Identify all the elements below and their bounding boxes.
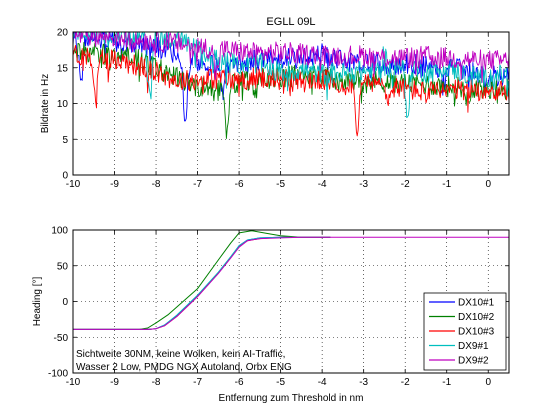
framerate-x-tick-label: -3 [359,179,368,190]
framerate-x-tick-label: 0 [485,179,491,190]
heading-x-tick-label: -2 [401,377,410,388]
framerate-x-tick-label: -1 [442,179,451,190]
framerate-grid [73,32,509,175]
framerate-x-tick-label: -5 [276,179,285,190]
heading-y-tick-label: 50 [57,261,69,272]
framerate-y-tick-label: 10 [57,99,69,110]
framerate-y-tick-label: 0 [62,171,68,182]
heading-series-dx10-2 [73,230,331,330]
heading-y-tick-label: 100 [51,226,68,237]
heading-x-axis-label: Entfernung zum Threshold in nm [219,393,364,404]
framerate-series-dx9-2 [73,31,510,83]
heading-x-tick-label: 0 [485,377,491,388]
legend-label-dx9-2: DX9#2 [458,356,489,367]
chart-legend: DX10#1 DX10#2 DX10#3 DX9#1 DX9#2 [423,292,507,371]
legend-label-dx10-1: DX10#1 [458,298,495,309]
framerate-y-tick-label: 20 [57,28,69,39]
framerate-chart-title: EGLL 09L [266,16,315,28]
framerate-series-group [72,31,510,139]
framerate-x-tick-label: -6 [235,179,244,190]
framerate-x-tick-label: -7 [193,179,202,190]
legend-label-dx10-3: DX10#3 [458,327,495,338]
annotation-line-2: Wasser 2 Low, PMDG NGX Autoland, Orbx EN… [76,362,292,373]
heading-x-tick-label: -10 [66,377,81,388]
framerate-x-tick-label: -9 [110,179,119,190]
heading-x-tick-label: -6 [235,377,244,388]
heading-x-tick-label: -8 [152,377,161,388]
heading-y-tick-label: -100 [48,369,68,380]
framerate-x-tick-label: -4 [318,179,327,190]
heading-x-tick-label: -5 [276,377,285,388]
legend-label-dx9-1: DX9#1 [458,341,489,352]
heading-y-tick-label: 0 [62,297,68,308]
heading-x-tick-label: -4 [318,377,327,388]
framerate-y-axis-label: Bildrate in Hz [40,74,51,133]
heading-series-dx9-2 [73,236,509,330]
framerate-x-tick-label: -10 [66,179,81,190]
heading-grid [73,230,509,373]
legend-label-dx10-2: DX10#2 [458,312,495,323]
framerate-y-tick-label: 5 [62,135,68,146]
heading-x-tick-label: -9 [110,377,119,388]
framerate-y-tick-label: 15 [57,63,69,74]
annotation-line-1: Sichtweite 30NM, keine Wolken, kein AI-T… [76,349,285,360]
heading-x-tick-label: -3 [359,377,368,388]
framerate-x-tick-label: -8 [152,179,161,190]
framerate-x-tick-label: -2 [401,179,410,190]
heading-y-axis-label: Heading [°] [32,276,43,326]
heading-x-tick-label: -7 [193,377,202,388]
framerate-series-dx10-2 [72,41,510,139]
heading-x-tick-label: -1 [442,377,451,388]
heading-series-group [73,230,509,330]
heading-y-tick-label: -50 [54,333,69,344]
